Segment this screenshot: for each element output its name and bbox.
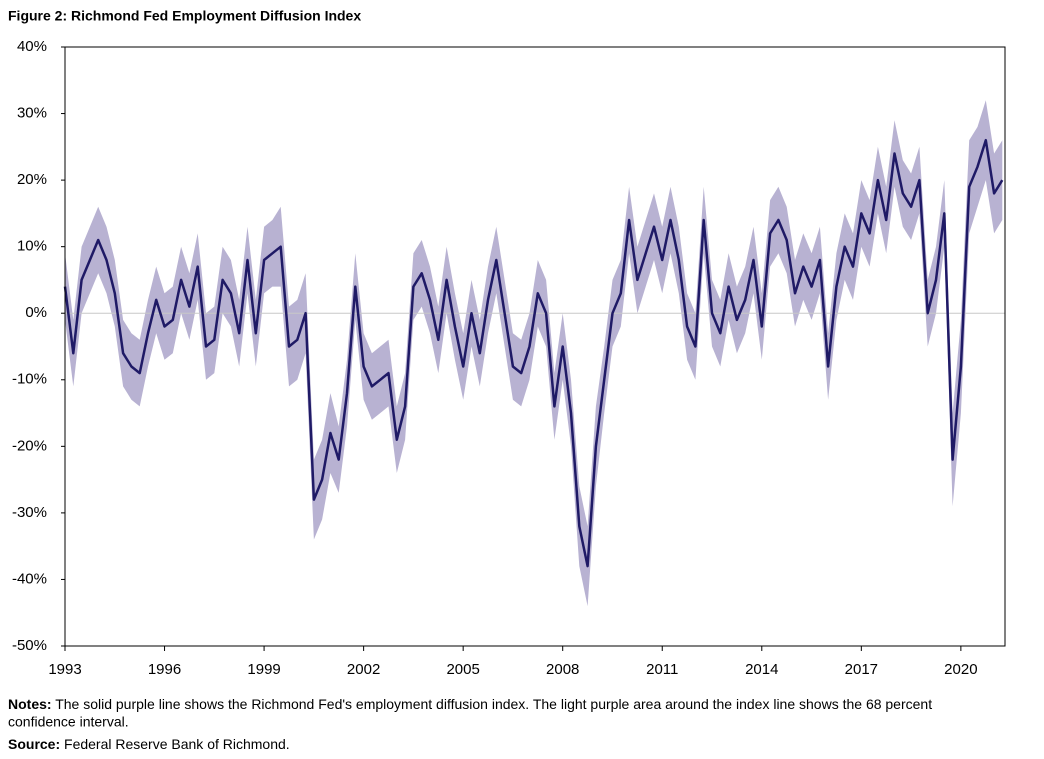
source-label: Source: <box>8 736 60 752</box>
x-tick-label: 2005 <box>446 661 479 678</box>
x-tick-label: 2014 <box>745 661 778 678</box>
y-tick-label: 20% <box>17 171 47 188</box>
y-tick-label: -20% <box>12 437 47 454</box>
notes-cont: confidence interval. <box>8 714 129 730</box>
y-tick-label: 10% <box>17 238 47 255</box>
x-tick-label: 2011 <box>646 661 678 678</box>
x-tick-label: 1993 <box>48 661 81 678</box>
y-tick-label: 30% <box>17 105 47 122</box>
y-tick-label: 0% <box>25 304 47 321</box>
y-tick-label: 40% <box>17 38 47 55</box>
notes-label: Notes: <box>8 696 52 712</box>
x-tick-label: 1996 <box>148 661 181 678</box>
x-tick-label: 2017 <box>845 661 878 678</box>
x-tick-label: 2008 <box>546 661 579 678</box>
source: Source: Federal Reserve Bank of Richmond… <box>8 736 290 752</box>
y-tick-label: -50% <box>12 637 47 654</box>
x-tick-label: 2002 <box>347 661 380 678</box>
y-tick-label: -30% <box>12 504 47 521</box>
x-tick-label: 2020 <box>944 661 977 678</box>
plot-frame <box>64 46 1006 647</box>
y-tick-label: -40% <box>12 570 47 587</box>
confidence-band <box>65 100 1003 607</box>
notes-text: The solid purple line shows the Richmond… <box>55 696 932 712</box>
notes: Notes: The solid purple line shows the R… <box>8 696 932 712</box>
source-text: Federal Reserve Bank of Richmond. <box>64 736 290 752</box>
index-line <box>63 138 1004 568</box>
chart-title: Figure 2: Richmond Fed Employment Diffus… <box>8 8 361 24</box>
y-tick-label: -10% <box>12 371 47 388</box>
x-tick-label: 1999 <box>247 661 280 678</box>
